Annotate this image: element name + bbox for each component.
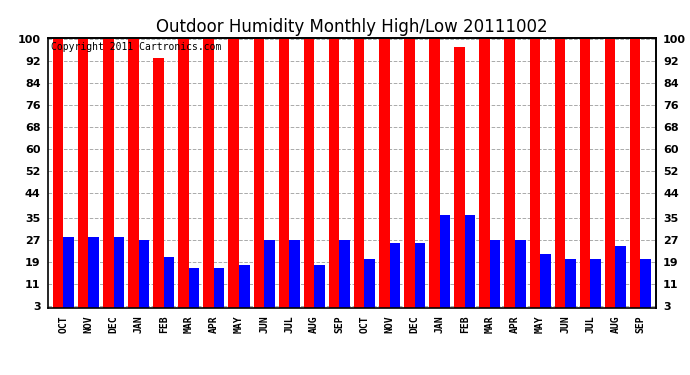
Bar	[390, 243, 400, 314]
Bar	[605, 39, 615, 314]
Bar	[88, 237, 99, 314]
Bar	[178, 39, 189, 314]
Bar	[440, 215, 451, 314]
Bar	[565, 259, 575, 314]
Bar	[515, 240, 526, 314]
Bar	[253, 39, 264, 314]
Bar	[239, 265, 250, 314]
Title: Outdoor Humidity Monthly High/Low 20111002: Outdoor Humidity Monthly High/Low 201110…	[156, 18, 548, 36]
Bar	[429, 39, 440, 314]
Bar	[580, 39, 590, 314]
Bar	[504, 39, 515, 314]
Bar	[264, 240, 275, 314]
Bar	[630, 39, 640, 314]
Bar	[78, 39, 88, 314]
Bar	[214, 267, 224, 314]
Bar	[204, 39, 214, 314]
Bar	[139, 240, 149, 314]
Bar	[640, 259, 651, 314]
Bar	[128, 39, 139, 314]
Bar	[379, 39, 390, 314]
Bar	[339, 240, 350, 314]
Bar	[314, 265, 325, 314]
Bar	[304, 39, 314, 314]
Bar	[480, 39, 490, 314]
Bar	[189, 267, 199, 314]
Bar	[153, 58, 164, 314]
Bar	[63, 237, 74, 314]
Bar	[404, 39, 415, 314]
Bar	[615, 246, 626, 314]
Bar	[364, 259, 375, 314]
Bar	[329, 39, 339, 314]
Bar	[114, 237, 124, 314]
Bar	[415, 243, 425, 314]
Bar	[228, 39, 239, 314]
Bar	[103, 39, 114, 314]
Bar	[529, 39, 540, 314]
Bar	[454, 47, 465, 314]
Bar	[53, 39, 63, 314]
Bar	[540, 254, 551, 314]
Bar	[289, 240, 299, 314]
Bar	[590, 259, 601, 314]
Bar	[555, 39, 565, 314]
Bar	[490, 240, 500, 314]
Bar	[354, 39, 364, 314]
Bar	[164, 256, 175, 314]
Bar	[465, 215, 475, 314]
Text: Copyright 2011 Cartronics.com: Copyright 2011 Cartronics.com	[51, 42, 221, 51]
Bar	[279, 39, 289, 314]
